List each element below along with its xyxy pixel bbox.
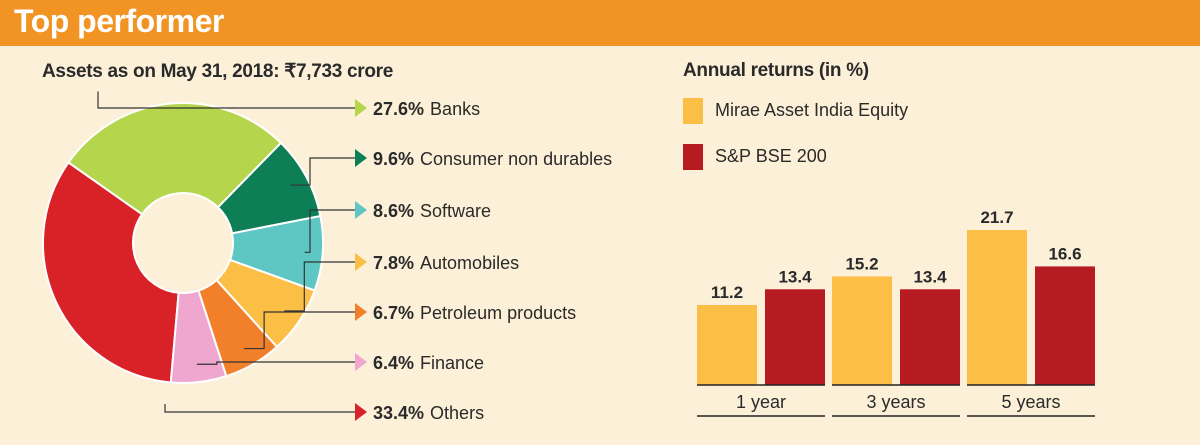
slice-finance — [169, 289, 228, 384]
category-label-3-years: 3 years — [866, 392, 925, 412]
slice-pct-others: 33.4% — [373, 403, 424, 423]
arrow-marker-software — [355, 201, 367, 219]
bar-value-fund-1-year: 11.2 — [711, 283, 743, 302]
arrow-marker-finance — [355, 353, 367, 371]
slice-label-others: 33.4% Others — [373, 403, 484, 423]
slice-name-automobiles: Automobiles — [420, 253, 519, 273]
bar-value-fund-5-years: 21.7 — [980, 208, 1013, 227]
leader-line-finance — [196, 361, 355, 365]
slice-label-automobiles: 7.8% Automobiles — [373, 253, 519, 273]
slice-name-software: Software — [420, 201, 491, 221]
slice-others — [42, 161, 180, 384]
donut-chart-title: Assets as on May 31, 2018: ₹7,733 crore — [42, 61, 394, 82]
slice-name-consumer-non-durables: Consumer non durables — [420, 149, 612, 169]
slice-pct-banks: 27.6% — [373, 99, 424, 119]
bar-value-index-1-year: 13.4 — [778, 267, 812, 286]
asset-allocation-donut-chart: 27.6% Banks 9.6% Consumer non durables 8.6% S… — [42, 91, 612, 423]
slice-pct-software: 8.6% — [373, 201, 414, 221]
leader-line-banks — [97, 91, 355, 109]
bar-index-5-years — [1035, 266, 1095, 385]
slice-label-consumer-non-durables: 9.6% Consumer non durables — [373, 149, 612, 169]
legend-swatch-fund — [683, 98, 703, 124]
arrow-marker-others — [355, 403, 367, 421]
slice-pct-finance: 6.4% — [373, 353, 414, 373]
category-label-5-years: 5 years — [1001, 392, 1060, 412]
arrow-marker-banks — [355, 99, 367, 117]
leader-line-consumer-non-durables — [290, 157, 355, 186]
bar-value-fund-3-years: 15.2 — [845, 254, 878, 273]
slice-name-petroleum-products: Petroleum products — [420, 303, 576, 323]
bar-value-index-5-years: 16.6 — [1048, 244, 1081, 263]
leader-line-others — [164, 404, 355, 413]
slice-label-finance: 6.4% Finance — [373, 353, 484, 373]
leader-line-automobiles — [284, 261, 355, 312]
slice-label-banks: 27.6% Banks — [373, 99, 480, 119]
bar-fund-5-years — [967, 230, 1027, 385]
slice-name-banks: Banks — [430, 99, 480, 119]
infographic-title: Top performer — [14, 3, 224, 39]
slice-label-software: 8.6% Software — [373, 201, 491, 221]
slice-pct-petroleum-products: 6.7% — [373, 303, 414, 323]
legend-swatch-index — [683, 144, 703, 170]
legend-label-index: S&P BSE 200 — [715, 146, 827, 166]
bar-chart-title: Annual returns (in %) — [683, 60, 869, 81]
slice-pct-consumer-non-durables: 9.6% — [373, 149, 414, 169]
donut-slices — [42, 102, 324, 384]
slice-banks — [67, 102, 283, 216]
bar-value-index-3-years: 13.4 — [913, 267, 947, 286]
slice-pct-automobiles: 7.8% — [373, 253, 414, 273]
title-bar: Top performer — [0, 0, 1200, 46]
arrow-marker-consumer-non-durables — [355, 149, 367, 167]
arrow-marker-petroleum-products — [355, 303, 367, 321]
leader-line-petroleum-products — [244, 311, 355, 350]
bar-index-3-years — [900, 289, 960, 385]
bar-fund-1-year — [697, 305, 757, 385]
leader-line-software — [304, 209, 355, 253]
slice-label-petroleum-products: 6.7% Petroleum products — [373, 303, 576, 323]
bar-fund-3-years — [832, 276, 892, 385]
arrow-marker-automobiles — [355, 253, 367, 271]
slice-name-others: Others — [430, 403, 484, 423]
legend-label-fund: Mirae Asset India Equity — [715, 100, 909, 120]
category-label-1-year: 1 year — [736, 392, 786, 412]
slice-name-finance: Finance — [420, 353, 484, 373]
bar-index-1-year — [765, 289, 825, 385]
annual-returns-bar-chart: 11.2 13.4 1 year 15.2 13.4 3 years 21.7 16.6 5 y… — [697, 208, 1095, 417]
